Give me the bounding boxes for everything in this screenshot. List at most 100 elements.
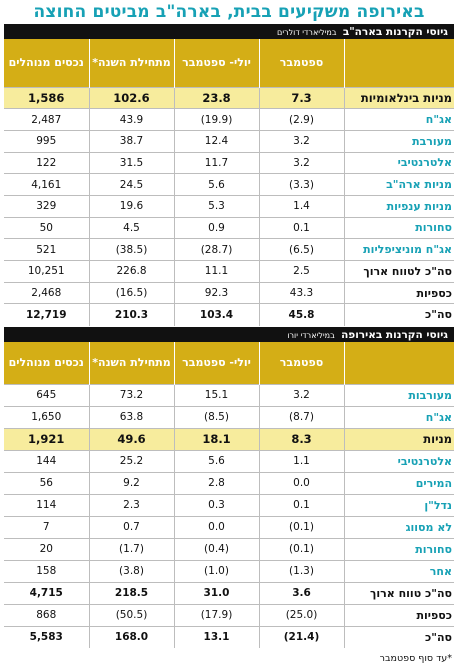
table-row: אג"ח (2.9) (19.9) 43.9 2,487 [4,108,454,131]
table-cell: 210.3 [88,303,174,326]
table-cell: 12,719 [4,303,89,326]
page-title: באירופה משקיעים בבית, בארה"ב מביטים החוצ… [33,2,425,22]
table-cell: 103.4 [173,303,259,326]
table-cell: 2.3 [88,493,174,516]
row-label: מניות [343,427,454,450]
row-label: נדל"ן [343,493,454,516]
table-cell: 11.1 [173,260,259,283]
table-cell: 7.3 [258,86,344,109]
table-cell: (50.5) [88,603,174,626]
table-row: סה"כ 45.8 103.4 210.3 12,719 [4,303,454,326]
table-header-row: ספטמבר יולי- ספטמבר מתחילת השנה* נכסים מ… [4,39,454,87]
table-cell: 7 [4,515,89,538]
table-cell: (8.5) [173,405,259,428]
header-aum: נכסים מנוהלים [4,342,89,384]
row-label: אלטרנטיבי [343,151,454,174]
table-cell: (25.0) [258,603,344,626]
table-row: מניות בינלאומיות 7.3 23.8 102.6 1,586 [4,86,454,109]
row-label: כספיות [343,281,454,304]
table-row: אלטרנטיבי 1.1 5.6 25.2 144 [4,449,454,472]
table-cell: 2.8 [173,471,259,494]
table-header-row: ספטמבר יולי- ספטמבר מתחילת השנה* נכסים מ… [4,342,454,384]
table-cell: 18.1 [173,427,259,450]
table-cell: 1.1 [258,449,344,472]
table-row: סה"כ טווח ארוך 3.6 31.0 218.5 4,715 [4,581,454,604]
table-row: סה"כ לטווח ארוך 2.5 11.1 226.8 10,251 [4,260,454,283]
us-table-body: מניות בינלאומיות 7.3 23.8 102.6 1,586 אג"ח (2.… [4,86,454,326]
table-cell: 0.1 [258,493,344,516]
table-cell: (1.7) [88,537,174,560]
table-row: אג"ח מוניציפליות (6.5) (28.7) (38.5) 521 [4,238,454,261]
table-cell: 20 [4,537,89,560]
table-cell: (1.0) [173,559,259,582]
us-section-header: גיוסי הקרנות בארה"ב במיליארדי דולרים [4,24,454,40]
table-cell: (0.1) [258,537,344,560]
table-cell: 3.6 [258,581,344,604]
header-september: ספטמבר [258,342,344,384]
row-label: מעורבת [343,129,454,153]
table-cell: 2,487 [4,108,89,131]
europe-section-unit: במיליארדי יורו [287,331,335,340]
table-cell: 4.5 [88,216,174,239]
table-cell: 56 [4,471,89,494]
table-cell: 3.2 [258,129,344,153]
table-cell: 11.7 [173,151,259,174]
table-row: אחר (1.3) (1.0) (3.8) 158 [4,559,454,582]
table-cell: 144 [4,449,89,472]
table-cell: 31.0 [173,581,259,604]
table-row: מעורבות 3.2 15.1 73.2 645 [4,383,454,406]
table-row: סחורות (0.1) (0.4) (1.7) 20 [4,537,454,560]
table-cell: 50 [4,216,89,239]
table-cell: 4,715 [4,581,89,604]
table-cell: 13.1 [173,625,259,648]
table-cell: 45.8 [258,303,344,326]
table-cell: 168.0 [88,625,174,648]
europe-section-title: גיוסי הקרנות באירופה [341,329,448,341]
table-row: המירים 0.0 2.8 9.2 56 [4,471,454,494]
table-cell: 868 [4,603,89,626]
header-september: ספטמבר [258,39,344,87]
header-ytd: מתחילת השנה* [88,342,174,384]
table-cell: (0.4) [173,537,259,560]
table-row: סחורות 0.1 0.9 4.5 50 [4,216,454,239]
row-label: המירים [343,471,454,494]
table-row: מניות ענפיות 1.4 5.3 19.6 329 [4,194,454,218]
table-cell: (3.8) [88,559,174,582]
row-label: מעורבות [343,383,454,406]
table-cell: 15.1 [173,383,259,406]
header-label-col [343,39,454,87]
table-cell: 3.2 [258,383,344,406]
us-funds-table: ספטמבר יולי- ספטמבר מתחילת השנה* נכסים מ… [4,39,454,326]
row-label: סה"כ לטווח ארוך [343,260,454,283]
row-label: מניות ענפיות [343,194,454,218]
table-cell: 1,921 [4,427,89,450]
table-cell: 0.1 [258,216,344,239]
table-cell: 4,161 [4,173,89,196]
table-row: מניות ארה"ב (3.3) 5.6 24.5 4,161 [4,173,454,196]
row-label: מניות ארה"ב [343,173,454,196]
table-cell: 9.2 [88,471,174,494]
table-cell: (17.9) [173,603,259,626]
table-cell: 158 [4,559,89,582]
table-cell: 114 [4,493,89,516]
table-cell: 23.8 [173,86,259,109]
header-jul-sep: יולי- ספטמבר [173,39,259,87]
table-cell: 5,583 [4,625,89,648]
table-cell: 2,468 [4,281,89,304]
table-cell: 92.3 [173,281,259,304]
row-label: אג"ח [343,108,454,131]
row-label: סה"כ טווח ארוך [343,581,454,604]
table-cell: 10,251 [4,260,89,283]
us-section-unit: במיליארדי דולרים [277,28,337,37]
table-row: סה"כ (21.4) 13.1 168.0 5,583 [4,625,454,648]
table-cell: 63.8 [88,405,174,428]
table-cell: (1.3) [258,559,344,582]
table-row: מניות 8.3 18.1 49.6 1,921 [4,427,454,450]
table-cell: 1,586 [4,86,89,109]
row-label: אג"ח מוניציפליות [343,238,454,261]
table-cell: 102.6 [88,86,174,109]
table-cell: 645 [4,383,89,406]
table-cell: 226.8 [88,260,174,283]
table-cell: 1,650 [4,405,89,428]
